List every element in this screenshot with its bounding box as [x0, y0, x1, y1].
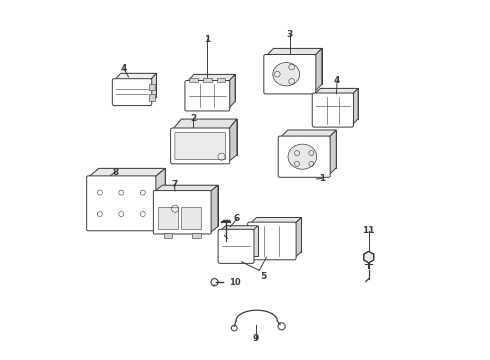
Bar [217, 78, 225, 82]
Polygon shape [99, 168, 165, 220]
Polygon shape [220, 226, 258, 231]
FancyBboxPatch shape [153, 190, 211, 234]
Polygon shape [228, 75, 235, 109]
Polygon shape [162, 185, 218, 226]
Polygon shape [154, 168, 165, 229]
Polygon shape [314, 48, 322, 92]
Polygon shape [280, 130, 336, 138]
Polygon shape [273, 48, 322, 84]
Polygon shape [225, 226, 258, 256]
Polygon shape [187, 75, 235, 82]
Text: 11: 11 [363, 226, 375, 235]
Bar [192, 233, 201, 238]
FancyBboxPatch shape [112, 79, 152, 105]
Text: 1: 1 [204, 35, 211, 44]
Bar [149, 94, 155, 101]
FancyBboxPatch shape [87, 176, 156, 231]
Text: 9: 9 [252, 334, 259, 343]
Text: 4: 4 [121, 64, 127, 73]
FancyBboxPatch shape [278, 136, 330, 177]
Polygon shape [88, 168, 165, 177]
Bar [158, 207, 178, 229]
Text: 4: 4 [334, 76, 341, 85]
Polygon shape [266, 48, 322, 56]
Polygon shape [114, 73, 156, 81]
Polygon shape [228, 119, 237, 162]
FancyBboxPatch shape [312, 93, 353, 127]
Polygon shape [121, 73, 156, 96]
Polygon shape [294, 217, 301, 258]
Polygon shape [320, 88, 358, 119]
Polygon shape [249, 217, 301, 224]
Polygon shape [352, 88, 358, 125]
Polygon shape [150, 73, 156, 104]
Text: 5: 5 [261, 272, 267, 281]
FancyBboxPatch shape [175, 132, 225, 159]
FancyBboxPatch shape [247, 222, 296, 260]
FancyBboxPatch shape [264, 54, 316, 94]
Bar [203, 78, 212, 82]
Ellipse shape [273, 63, 300, 86]
Ellipse shape [288, 144, 317, 169]
Polygon shape [328, 130, 336, 176]
Text: 7: 7 [171, 180, 177, 189]
Polygon shape [154, 185, 218, 192]
Polygon shape [210, 185, 218, 233]
Text: 2: 2 [190, 114, 196, 123]
Text: 1: 1 [319, 174, 325, 183]
Text: 10: 10 [229, 278, 241, 287]
Text: 3: 3 [287, 30, 293, 39]
FancyBboxPatch shape [171, 128, 230, 164]
Bar [181, 207, 201, 229]
FancyBboxPatch shape [185, 81, 230, 111]
Text: 8: 8 [112, 168, 118, 177]
FancyBboxPatch shape [218, 229, 254, 264]
Polygon shape [172, 119, 237, 130]
Polygon shape [288, 130, 336, 168]
Polygon shape [364, 251, 374, 263]
Bar [164, 233, 172, 238]
Polygon shape [181, 119, 237, 155]
Text: 6: 6 [234, 214, 240, 223]
Polygon shape [314, 88, 358, 95]
Bar [189, 78, 198, 82]
Bar [149, 84, 155, 90]
Polygon shape [257, 217, 301, 252]
Polygon shape [194, 75, 235, 101]
